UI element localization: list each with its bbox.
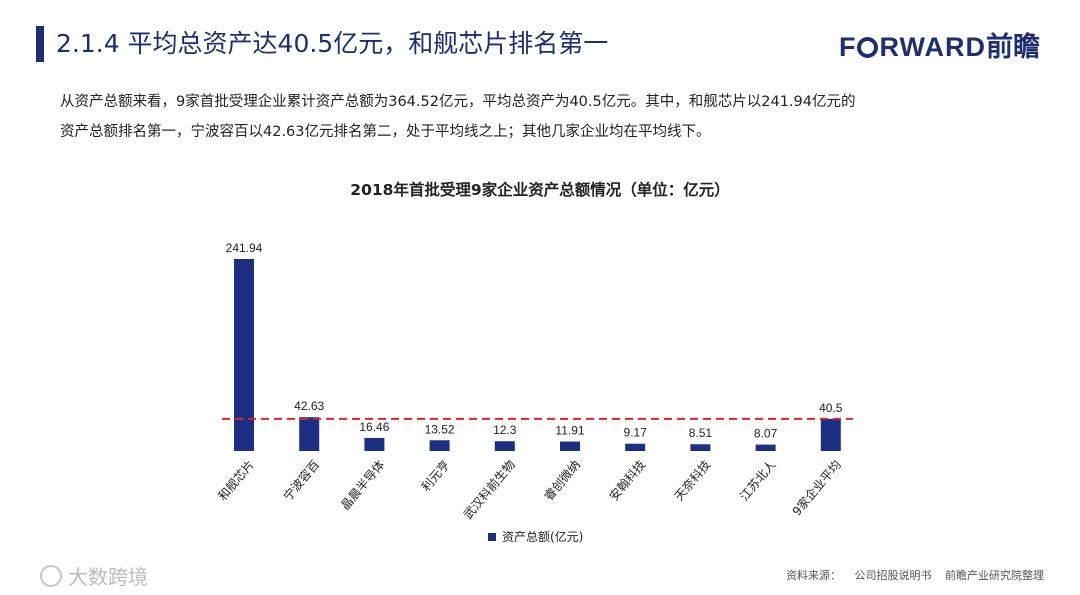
chart-legend: 资产总额(亿元): [488, 529, 583, 545]
page-title: 2.1.4 平均总资产达40.5亿元，和舰芯片排名第一: [56, 29, 609, 58]
logo-o-icon: [857, 37, 879, 58]
category-label: 9家企业平均: [789, 457, 844, 518]
chart-title: 2018年首批受理9家企业资产总额情况（单位：亿元）: [350, 181, 730, 199]
category-label: 宁波容百: [280, 457, 322, 503]
logo-latin: F RWARD: [838, 32, 986, 62]
bar: [429, 440, 450, 451]
watermark-logo-icon: [40, 564, 62, 587]
source-note: 资料来源： 公司招股说明书 前瞻产业研究院整理: [786, 567, 1044, 583]
source-text-1: 公司招股说明书: [854, 569, 932, 582]
bar: [755, 444, 776, 451]
bar: [494, 441, 515, 451]
bar: [625, 443, 646, 451]
data-label: 40.5: [819, 401, 843, 415]
data-label: 13.52: [425, 422, 455, 436]
data-label: 8.51: [689, 426, 713, 440]
bar: [560, 441, 580, 451]
category-label: 晶晨半导体: [338, 458, 387, 513]
category-label: 武汉科前生物: [460, 457, 518, 522]
category-label: 利元亨: [418, 457, 453, 494]
watermark-text: 大数跨境: [68, 565, 148, 589]
category-label: 睿创微纳: [541, 457, 583, 503]
legend-swatch: [488, 533, 496, 541]
data-label: 16.46: [359, 420, 389, 434]
bar: [820, 418, 841, 451]
data-label: 8.07: [754, 427, 778, 441]
bar: [234, 259, 254, 451]
data-label: 42.63: [294, 399, 324, 413]
watermark: 大数跨境: [40, 561, 148, 590]
category-label: 江苏北人: [737, 458, 779, 504]
bar: [364, 437, 385, 451]
source-text-2: 前瞻产业研究院整理: [945, 569, 1044, 582]
legend-label: 资产总额(亿元): [502, 530, 584, 544]
forward-logo: F RWARD前瞻: [839, 30, 1040, 64]
category-label: 安翰科技: [606, 457, 648, 503]
data-label: 241.94: [226, 241, 263, 255]
intro-paragraph: 从资产总额来看，9家首批受理企业累计资产总额为364.52亿元，平均总资产为40…: [60, 87, 1040, 147]
logo-latin-rest: RWARD: [879, 32, 986, 62]
category-label: 和舰芯片: [215, 458, 257, 504]
data-label: 9.17: [624, 426, 648, 440]
title-accent-bar: [36, 26, 44, 62]
bar: [299, 417, 320, 451]
data-label: 11.91: [555, 424, 584, 438]
data-label: 12.3: [493, 423, 517, 437]
bar: [690, 444, 711, 451]
source-label: 资料来源：: [786, 569, 841, 582]
intro-line-2: 资产总额排名第一，宁波容百以42.63亿元排名第二，处于平均线之上；其他几家企业…: [60, 124, 711, 140]
logo-cn: 前瞻: [986, 32, 1040, 62]
category-label: 天奈科技: [672, 458, 714, 504]
intro-line-1: 从资产总额来看，9家首批受理企业累计资产总额为364.52亿元，平均总资产为40…: [60, 94, 856, 110]
